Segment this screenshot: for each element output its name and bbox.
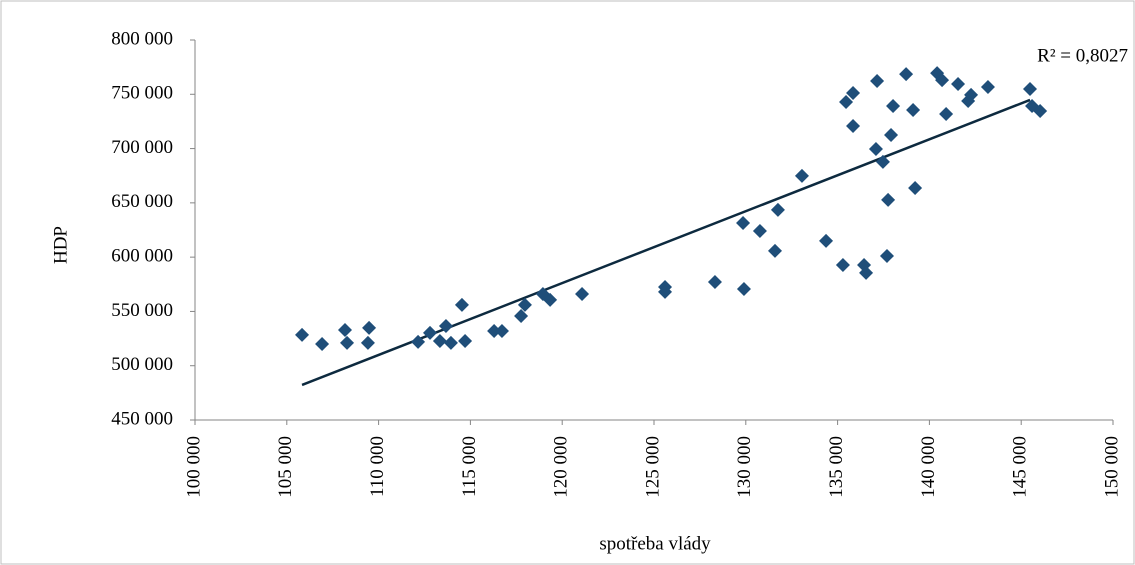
data-point: [846, 118, 861, 133]
data-point: [423, 325, 438, 340]
data-point: [859, 265, 874, 280]
data-point: [951, 76, 966, 91]
x-tick-label: 120 000: [551, 436, 572, 498]
data-point: [839, 94, 854, 109]
y-tick-label: 600 000: [111, 246, 173, 267]
data-point: [964, 87, 979, 102]
data-point: [835, 257, 850, 272]
data-point: [295, 327, 310, 342]
data-point: [362, 320, 377, 335]
data-point: [868, 142, 883, 157]
data-point: [438, 318, 453, 333]
x-axis-title: spotřeba vlády: [599, 533, 711, 554]
data-point: [514, 308, 529, 323]
y-axis-title: HDP: [50, 226, 71, 264]
data-point: [338, 322, 353, 337]
data-point: [846, 85, 861, 100]
data-point: [935, 73, 950, 88]
data-point: [752, 223, 767, 238]
x-tick-label: 135 000: [826, 436, 847, 498]
x-tick-label: 110 000: [367, 436, 388, 497]
data-point: [494, 323, 509, 338]
x-tick-label: 125 000: [642, 436, 663, 498]
y-tick-label: 550 000: [111, 300, 173, 321]
data-point: [1023, 81, 1038, 96]
data-point: [875, 154, 890, 169]
data-point: [736, 281, 751, 296]
data-point: [1033, 104, 1048, 119]
y-tick-label: 750 000: [111, 83, 173, 104]
data-point: [939, 107, 954, 122]
data-point: [767, 243, 782, 258]
data-point: [458, 333, 473, 348]
x-tick-label: 100 000: [183, 436, 204, 498]
y-tick-label: 650 000: [111, 191, 173, 212]
data-point: [658, 284, 673, 299]
data-point: [886, 99, 901, 114]
data-point: [487, 323, 502, 338]
data-point: [899, 67, 914, 82]
data-point: [881, 192, 896, 207]
data-point: [980, 80, 995, 95]
data-point: [707, 275, 722, 290]
y-tick-label: 800 000: [111, 28, 173, 49]
data-point: [443, 335, 458, 350]
data-point: [360, 335, 375, 350]
data-point: [575, 286, 590, 301]
x-tick-label: 130 000: [734, 436, 755, 498]
data-point: [454, 297, 469, 312]
x-tick-label: 150 000: [1101, 436, 1122, 498]
x-tick-label: 115 000: [459, 436, 480, 497]
data-point: [315, 337, 330, 351]
y-tick-label: 500 000: [111, 354, 173, 375]
data-point: [736, 215, 751, 230]
data-point: [870, 74, 885, 89]
data-point: [517, 297, 532, 312]
trendline: [301, 98, 1031, 387]
data-point: [432, 333, 447, 348]
data-point: [884, 128, 899, 142]
x-tick-label: 145 000: [1010, 436, 1031, 498]
data-point: [906, 103, 921, 118]
x-tick-label: 140 000: [918, 436, 939, 498]
data-point: [340, 335, 355, 350]
data-point: [908, 180, 923, 195]
r-squared-annotation: R² = 0,8027: [1037, 45, 1128, 66]
data-point: [794, 168, 809, 183]
data-point: [770, 202, 785, 217]
y-tick-label: 700 000: [111, 137, 173, 158]
x-tick-label: 105 000: [275, 436, 296, 498]
data-point: [819, 233, 834, 248]
y-tick-label: 450 000: [111, 408, 173, 429]
data-point: [543, 292, 558, 307]
data-point: [411, 334, 426, 349]
data-point: [879, 248, 894, 263]
